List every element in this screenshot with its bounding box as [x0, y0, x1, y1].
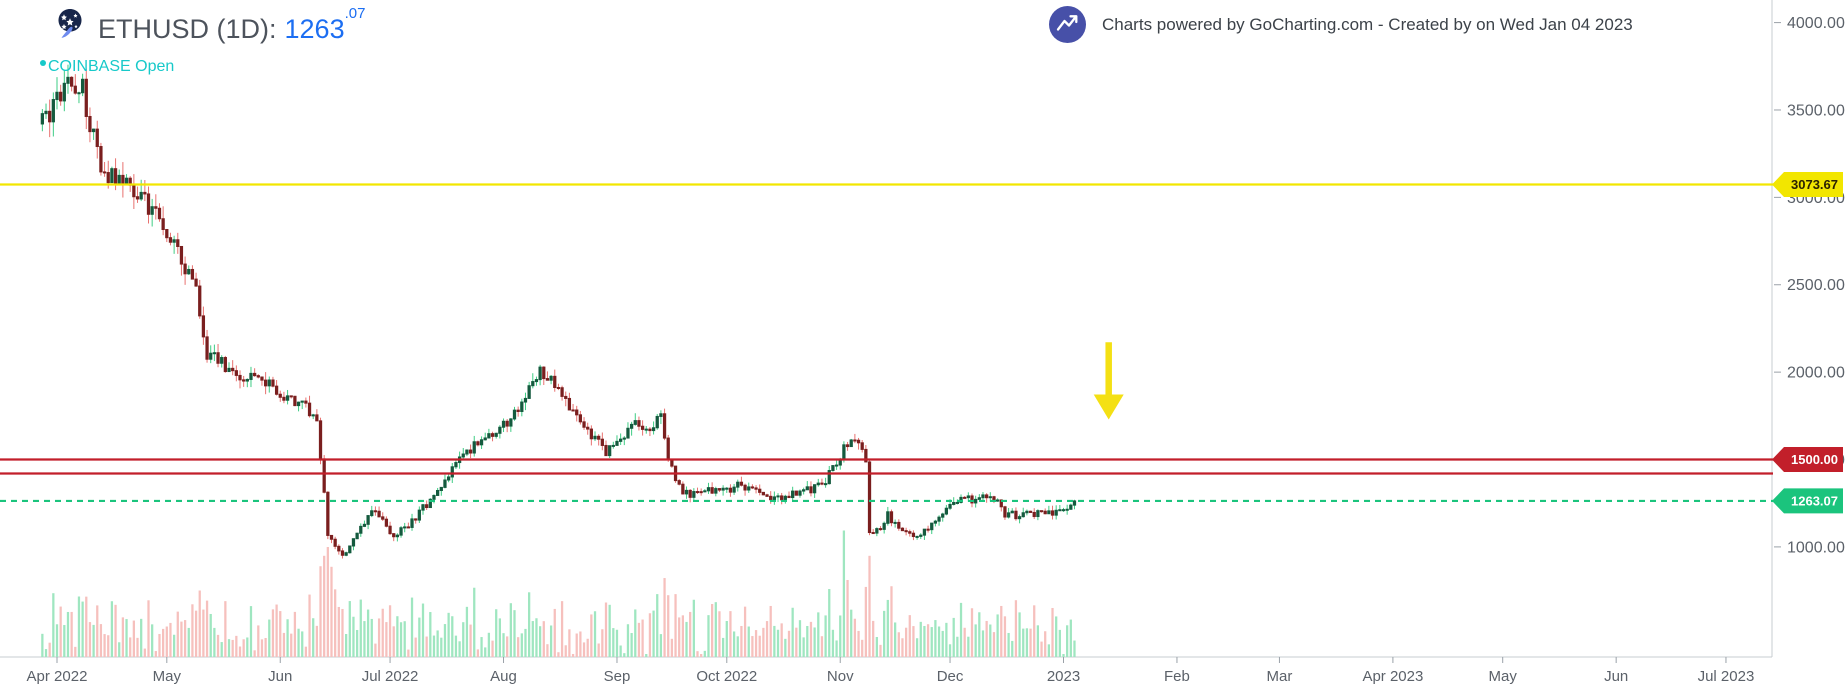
svg-text:Aug: Aug	[490, 668, 517, 685]
svg-text:1263.07: 1263.07	[1791, 493, 1838, 508]
svg-text:2023: 2023	[1047, 668, 1080, 685]
svg-text:Sep: Sep	[604, 668, 631, 685]
svg-text:Jul 2022: Jul 2022	[362, 668, 419, 685]
svg-text:Dec: Dec	[937, 668, 964, 685]
svg-text:3500.00: 3500.00	[1787, 102, 1845, 119]
svg-text:Oct 2022: Oct 2022	[696, 668, 757, 685]
svg-text:Nov: Nov	[827, 668, 854, 685]
svg-text:May: May	[153, 668, 182, 685]
svg-text:2500.00: 2500.00	[1787, 277, 1845, 294]
svg-text:1000.00: 1000.00	[1787, 539, 1845, 556]
svg-text:4000.00: 4000.00	[1787, 15, 1845, 32]
svg-text:3073.67: 3073.67	[1791, 177, 1838, 192]
svg-text:Apr 2023: Apr 2023	[1362, 668, 1423, 685]
svg-text:Mar: Mar	[1267, 668, 1293, 685]
svg-text:Jun: Jun	[1604, 668, 1628, 685]
svg-text:Jul 2023: Jul 2023	[1698, 668, 1755, 685]
svg-text:May: May	[1489, 668, 1518, 685]
svg-text:2000.00: 2000.00	[1787, 365, 1845, 382]
svg-text:1500.00: 1500.00	[1791, 452, 1838, 467]
svg-text:Jun: Jun	[268, 668, 292, 685]
svg-text:Apr 2022: Apr 2022	[27, 668, 88, 685]
svg-text:Feb: Feb	[1164, 668, 1190, 685]
